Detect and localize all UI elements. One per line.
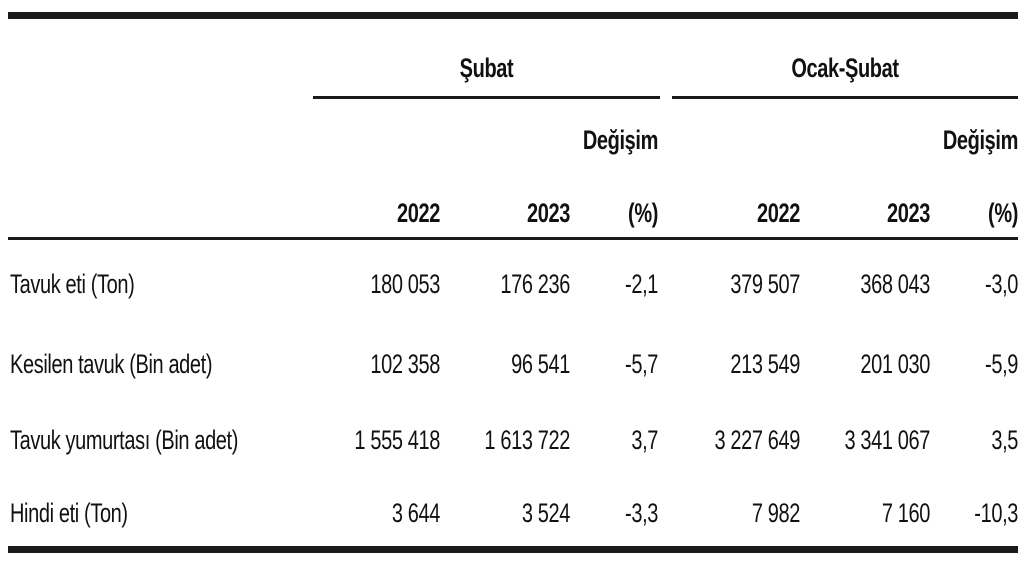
table-cell: 3 524 [521,498,571,528]
table-cell: 3 227 649 [714,425,800,455]
group-header-ocak-subat: Ocak-Şubat [791,53,899,83]
table-cell: -3,3 [625,498,658,528]
column-header-change-unit: (%) [988,198,1018,228]
group-underline-ocak-subat [672,96,1018,99]
column-header-change: Değişim [942,125,1019,155]
row-label: Hindi eti (Ton) [10,498,128,528]
table-cell: 368 043 [860,269,930,299]
row-label: Kesilen tavuk (Bin adet) [10,349,213,379]
table-top-rule [8,12,1018,19]
table-header-rule [8,237,1018,240]
column-header-year: 2023 [527,198,570,228]
table-cell: 102 358 [370,349,440,379]
table-cell: 379 507 [730,269,800,299]
column-header-year: 2022 [757,198,800,228]
table-cell: -5,9 [985,349,1018,379]
table-cell: -3,0 [985,269,1018,299]
table-cell: 3,7 [631,425,658,455]
column-header-year: 2023 [887,198,930,228]
table-cell: 7 160 [881,498,931,528]
table-cell: -10,3 [974,498,1018,528]
table-cell: 3 644 [391,498,441,528]
table-cell: 96 541 [511,349,570,379]
table-cell: 3 341 067 [844,425,930,455]
column-header-change: Değişim [582,125,659,155]
table-cell: 3,5 [991,425,1018,455]
table-cell: -5,7 [625,349,658,379]
group-underline-subat [313,96,660,99]
table-cell: 1 555 418 [354,425,440,455]
group-header-subat: Şubat [459,53,514,83]
table-cell: 7 982 [751,498,801,528]
column-header-year: 2022 [397,198,440,228]
table-cell: 201 030 [860,349,930,379]
row-label: Tavuk eti (Ton) [10,269,135,299]
table-cell: 176 236 [500,269,570,299]
table-bottom-rule [8,546,1018,553]
table-cell: -2,1 [625,269,658,299]
table-cell: 1 613 722 [484,425,570,455]
row-label: Tavuk yumurtası (Bin adet) [10,425,239,455]
table-cell: 180 053 [370,269,440,299]
table-cell: 213 549 [730,349,800,379]
column-header-change-unit: (%) [628,198,658,228]
